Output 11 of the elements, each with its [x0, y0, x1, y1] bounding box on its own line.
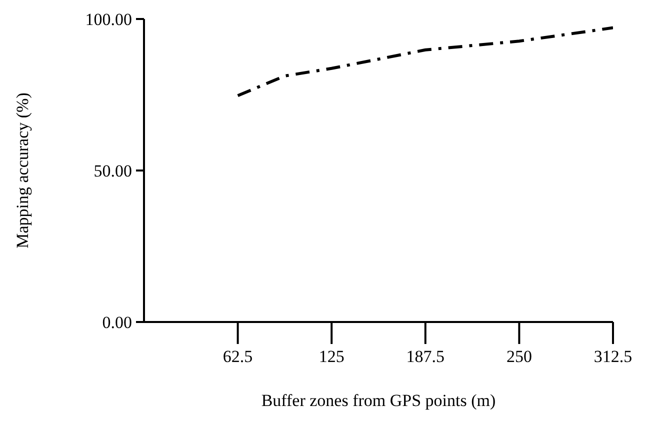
y-axis-title: Mapping accuracy (%) [13, 92, 32, 248]
y-tick-label: 50.00 [94, 162, 132, 180]
x-axis-title: Buffer zones from GPS points (m) [261, 391, 496, 410]
line-series [236, 26, 613, 98]
x-tick-label: 62.5 [222, 347, 253, 366]
y-tick-label: 100.00 [85, 10, 132, 29]
x-tick-label: 250 [506, 347, 532, 366]
x-tick-label: 125 [318, 347, 344, 366]
x-tick-label: 187.5 [406, 347, 445, 366]
x-tick-label: 312.5 [594, 347, 632, 366]
y-tick-label: 0.00 [102, 313, 132, 332]
